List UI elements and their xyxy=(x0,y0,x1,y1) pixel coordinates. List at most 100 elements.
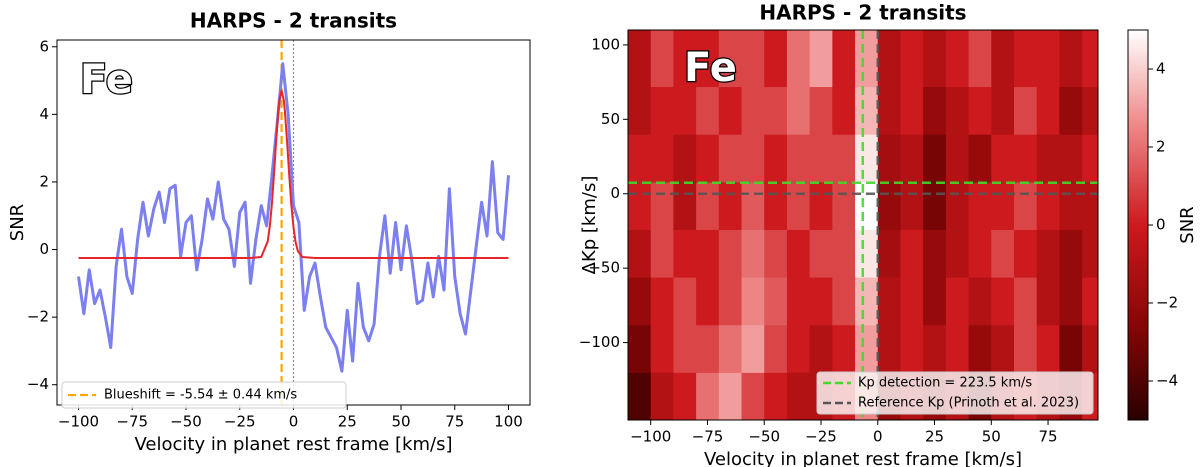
heatmap-cell xyxy=(945,134,970,183)
heatmap-cell xyxy=(673,372,697,420)
heatmap-cell xyxy=(855,134,879,183)
legend-label: Blueshift = -5.54 ± 0.44 km/s xyxy=(104,388,297,403)
heatmap-cell xyxy=(832,181,856,230)
heatmap-cell xyxy=(809,277,833,326)
x-tick-label: 75 xyxy=(1039,428,1058,446)
heatmap-cell xyxy=(764,30,788,88)
heatmap-cell xyxy=(650,324,674,373)
series-line xyxy=(78,89,509,259)
heatmap-cell xyxy=(968,30,992,88)
plot-area xyxy=(628,30,1098,420)
x-tick-label: 50 xyxy=(391,413,410,431)
heatmap-cell xyxy=(809,134,833,183)
x-tick-label: −100 xyxy=(58,413,99,431)
heatmap-cell xyxy=(741,324,765,373)
heatmap-cell xyxy=(991,277,1015,326)
heatmap-cell xyxy=(968,86,992,135)
heatmap-cell xyxy=(968,229,992,278)
x-tick-label: −100 xyxy=(630,428,671,446)
legend-label: Kp detection = 223.5 km/s xyxy=(858,376,1032,391)
heatmap-cell xyxy=(945,86,970,135)
heatmap-cell xyxy=(877,229,901,278)
heatmap-cell xyxy=(1036,30,1060,88)
y-axis-label: ΔKp [km/s] xyxy=(579,176,600,275)
plot-area xyxy=(77,40,510,405)
heatmap-cell xyxy=(628,30,652,88)
heatmap-cell xyxy=(1082,134,1098,183)
heatmap-cell xyxy=(650,181,674,230)
heatmap-cell xyxy=(1082,324,1098,373)
heatmap-cell xyxy=(900,86,924,135)
heatmap-cell xyxy=(1036,86,1060,135)
heatmap-cell xyxy=(1036,181,1060,230)
heatmap-cell xyxy=(628,181,652,230)
heatmap-cell xyxy=(1013,134,1038,183)
heatmap-cell xyxy=(945,181,970,230)
heatmap-cell xyxy=(786,229,811,278)
heatmap-cell xyxy=(900,134,924,183)
y-tick-label: 6 xyxy=(39,37,49,55)
heatmap-cell xyxy=(900,229,924,278)
heatmap-cell xyxy=(832,277,856,326)
heatmap-cell xyxy=(877,181,901,230)
heatmap-cell xyxy=(764,229,788,278)
heatmap-cell xyxy=(877,277,901,326)
heatmap-cell xyxy=(628,277,652,326)
heatmap-cell xyxy=(923,86,947,135)
heatmap-cell xyxy=(1013,277,1038,326)
heatmap-cell xyxy=(673,134,697,183)
heatmap-cell xyxy=(1082,86,1098,135)
heatmap-cell xyxy=(832,324,856,373)
heatmap-cell xyxy=(786,277,811,326)
heatmap-cell xyxy=(1036,134,1060,183)
heatmap-cell xyxy=(650,134,674,183)
heatmap-cell xyxy=(1082,181,1098,230)
y-axis-label: SNR xyxy=(7,204,28,241)
heatmap-cell xyxy=(1036,277,1060,326)
heatmap-cell xyxy=(1082,30,1098,88)
heatmap-cell xyxy=(923,134,947,183)
heatmap-cell xyxy=(673,229,697,278)
heatmap-cell xyxy=(718,277,743,326)
heatmap-cell xyxy=(628,229,652,278)
heatmap-cell xyxy=(945,324,970,373)
heatmap-cell xyxy=(900,277,924,326)
y-tick-label: 50 xyxy=(601,110,620,128)
colorbar-label: SNR xyxy=(1177,206,1198,243)
heatmap-cell xyxy=(809,324,833,373)
heatmap-cell xyxy=(696,30,720,88)
heatmap-cell xyxy=(628,324,652,373)
y-tick-label: −100 xyxy=(579,333,620,351)
heatmap-cell xyxy=(673,86,697,135)
heatmap-cell xyxy=(1013,30,1038,88)
heatmap-cell xyxy=(1013,86,1038,135)
heatmap-cell xyxy=(832,229,856,278)
heatmap-cell xyxy=(832,86,856,135)
heatmap-cell xyxy=(764,181,788,230)
heatmap-cell xyxy=(1059,134,1083,183)
heatmap-cell xyxy=(650,277,674,326)
heatmap-cell xyxy=(650,86,674,135)
heatmap-cell xyxy=(923,181,947,230)
heatmap-cell xyxy=(650,229,674,278)
colorbar-tick-label: 0 xyxy=(1156,216,1166,234)
series-line xyxy=(77,62,510,373)
heatmap-cell xyxy=(696,229,720,278)
heatmap-cell xyxy=(741,372,765,420)
heatmap-cell xyxy=(1013,229,1038,278)
x-tick-label: 75 xyxy=(445,413,464,431)
colorbar-tick-label: −4 xyxy=(1156,372,1178,390)
heatmap-cell xyxy=(945,277,970,326)
x-tick-label: 0 xyxy=(289,413,299,431)
heatmap-cell xyxy=(855,277,879,326)
heatmap-cell xyxy=(741,277,765,326)
heatmap-cell xyxy=(718,86,743,135)
heatmap-cell xyxy=(991,86,1015,135)
x-tick-label: −50 xyxy=(170,413,202,431)
heatmap-cell xyxy=(968,134,992,183)
x-axis-label: Velocity in planet rest frame [km/s] xyxy=(704,449,1022,467)
y-tick-label: −50 xyxy=(588,259,620,277)
x-tick-label: −75 xyxy=(116,413,148,431)
heatmap-cell xyxy=(786,324,811,373)
